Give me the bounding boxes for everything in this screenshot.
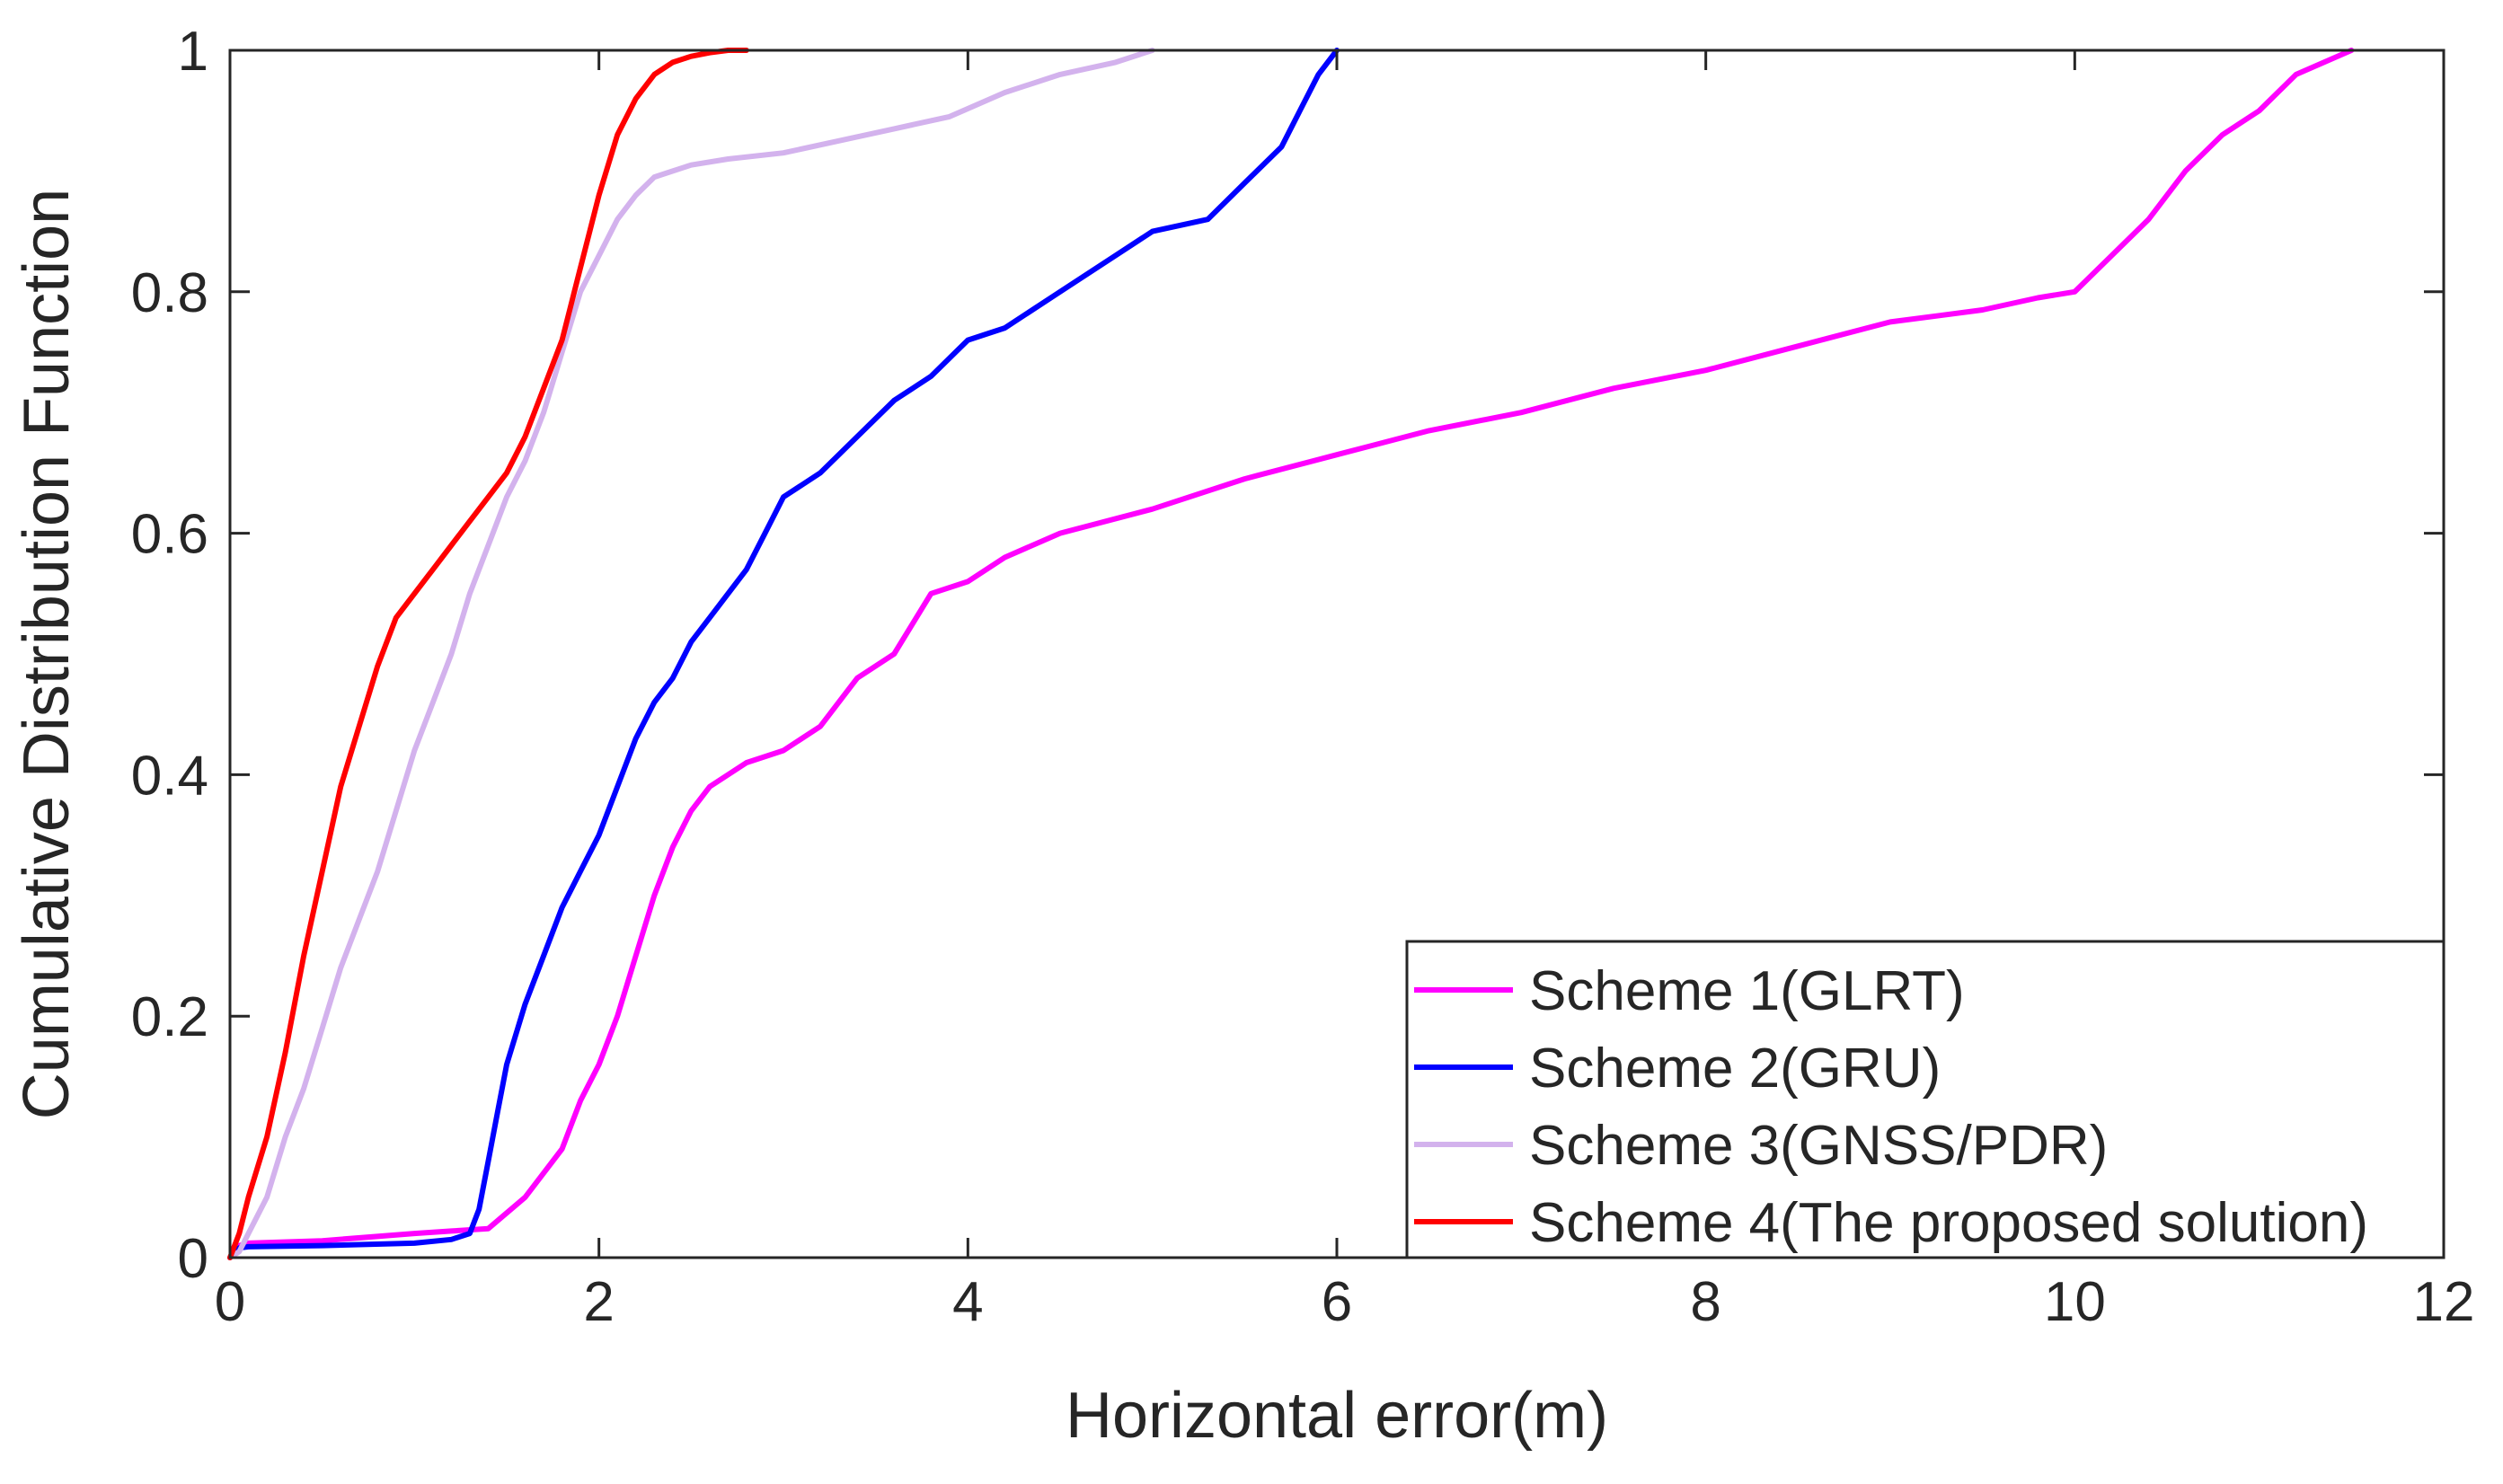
series-line-1	[227, 48, 2355, 1260]
x-tick-label: 6	[1322, 1271, 1352, 1333]
legend-box	[1405, 940, 2446, 1259]
y-tick-label: 0.6	[131, 504, 208, 566]
x-tick-label: 12	[2413, 1271, 2475, 1333]
legend: Scheme 1(GLRT) Scheme 2(GRU) Scheme 3(GNSS…	[1405, 940, 2446, 1259]
x-tick-label: 10	[2044, 1271, 2106, 1333]
series-line-2	[227, 48, 1340, 1260]
x-tick-label: 4	[952, 1271, 983, 1333]
y-tick-label: 0.8	[131, 262, 208, 324]
series-line-3	[227, 48, 1155, 1260]
axis-ticks: 0 2 4 6 8 10 12 0 0.2 0.4 0.6 0.8 1	[131, 21, 2475, 1333]
series-line-4	[227, 48, 749, 1260]
legend-label-2: Scheme 2(GRU)	[1529, 1038, 1941, 1100]
series-lines	[227, 48, 2355, 1260]
y-tick-label: 1	[178, 21, 208, 83]
y-axis-label: Cumulative Distribution Function	[11, 189, 83, 1119]
legend-label-4: Scheme 4(The proposed solution)	[1529, 1192, 2368, 1254]
x-tick-label: 2	[583, 1271, 614, 1333]
y-tick-label: 0.2	[131, 986, 208, 1048]
x-tick-label: 0	[215, 1271, 245, 1333]
legend-label-1: Scheme 1(GLRT)	[1529, 960, 1965, 1022]
y-tick-label: 0.4	[131, 745, 208, 807]
y-tick-label: 0	[178, 1228, 208, 1290]
x-axis-label: Horizontal error(m)	[1066, 1380, 1608, 1452]
x-tick-label: 8	[1690, 1271, 1720, 1333]
legend-label-3: Scheme 3(GNSS/PDR)	[1529, 1115, 2108, 1177]
